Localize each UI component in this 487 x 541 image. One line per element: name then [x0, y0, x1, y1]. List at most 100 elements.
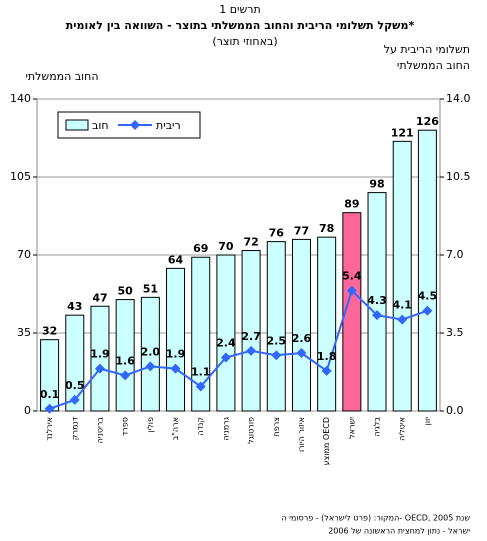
bar-value-label: 78	[319, 222, 334, 235]
y-tick-label: 105	[10, 170, 31, 183]
y2-tick-label: 0.0	[446, 404, 464, 417]
bar-value-label: 51	[143, 282, 158, 295]
line-marker	[372, 310, 383, 321]
legend-marker	[130, 120, 140, 130]
x-tick-label: בריטניה	[95, 417, 104, 444]
y2-tick-label: 10.5	[446, 170, 471, 183]
bar	[342, 212, 362, 412]
line-value-label: 4.1	[392, 299, 412, 312]
chart-subtitle: (באחוזי תוצר)	[212, 35, 277, 48]
line-marker	[145, 361, 156, 372]
line	[49, 288, 428, 410]
x-tick-label: איזור היורו	[297, 417, 306, 452]
bar	[166, 267, 186, 412]
x-tick-label: ספרד	[121, 417, 130, 436]
y-axis-label: החוב הממשלתי	[25, 70, 98, 83]
x-tick-label: בלגיה	[373, 417, 382, 437]
y-tick-label: 70	[17, 248, 31, 261]
x-tick-label: גרמניה	[221, 416, 230, 440]
line-value-label: 2.0	[141, 345, 161, 358]
y2-tick-label: 7.0	[446, 248, 464, 261]
line-value-label: 2.4	[216, 337, 236, 350]
line-marker	[321, 365, 332, 376]
line-value-label: 1.8	[317, 350, 337, 363]
line-value-label: 1.9	[90, 348, 110, 361]
bar	[140, 296, 160, 412]
line-value-label: 5.4	[342, 270, 362, 283]
source: המקור: (פרט לישראל) - פרסומי ה- OECD, שנ…	[281, 514, 470, 523]
line-marker	[44, 403, 55, 414]
bar-value-label: 64	[168, 253, 184, 266]
chart-title: משקל תשלומי הריבית והחוב הממשלתי בתוצר -…	[66, 19, 415, 32]
line-value-label: 4.3	[367, 294, 387, 307]
line-value-label: 2.5	[267, 334, 287, 347]
line-value-label: 1.9	[166, 348, 186, 361]
legend-label: ריבית	[156, 119, 181, 132]
legend-label: חוב	[92, 119, 109, 132]
y2-axis-label: החוב הממשלתי	[397, 59, 470, 72]
bar-value-label: 70	[218, 240, 234, 253]
line-value-label: 0.1	[40, 388, 60, 401]
bar	[417, 129, 437, 412]
x-tick-label: דנמרק	[70, 416, 79, 440]
line-marker	[120, 370, 131, 381]
bar	[367, 192, 387, 412]
y2-tick-label: 14.0	[446, 92, 471, 105]
bar-value-label: 121	[391, 126, 414, 139]
line-marker	[246, 345, 257, 356]
y-tick-label: 0	[24, 404, 31, 417]
line-marker	[271, 350, 282, 361]
x-tick-label: פורטוגל	[247, 417, 256, 444]
line-marker	[195, 381, 206, 392]
bar	[291, 238, 311, 412]
bar	[266, 241, 286, 412]
line-marker	[94, 363, 105, 374]
x-tick-label: פולין	[146, 417, 155, 433]
x-tick-label: ממוצע OECD	[322, 417, 331, 465]
bar	[241, 250, 261, 412]
line-value-label: 2.7	[241, 330, 261, 343]
bar-value-label: 72	[243, 236, 258, 249]
line-marker	[422, 305, 433, 316]
y-tick-label: 35	[17, 326, 31, 339]
bar-value-label: 77	[294, 224, 309, 237]
bar	[115, 299, 135, 412]
bar-value-label: 43	[67, 300, 82, 313]
bar	[216, 254, 236, 412]
x-tick-label: אירלנד	[45, 417, 54, 441]
line-marker	[397, 314, 408, 325]
line-value-label: 2.6	[292, 332, 312, 345]
x-tick-label: קנדה	[196, 417, 205, 436]
line-value-label: 1.1	[191, 365, 211, 378]
x-tick-label: ישראל	[347, 417, 356, 439]
bar-value-label: 98	[369, 178, 384, 191]
bar-value-label: 50	[118, 285, 134, 298]
bar-value-label: 76	[269, 227, 285, 240]
x-tick-label: יוון	[423, 417, 432, 426]
bar	[392, 140, 412, 412]
y-tick-label: 140	[10, 92, 31, 105]
x-tick-label: ארה"ב	[171, 417, 180, 440]
bar-value-label: 89	[344, 198, 359, 211]
line-marker	[69, 394, 80, 405]
bar-value-label: 32	[42, 325, 57, 338]
bar-value-label: 47	[92, 291, 107, 304]
bar	[317, 236, 337, 412]
line-marker	[296, 348, 307, 359]
bar-value-label: 69	[193, 242, 208, 255]
x-tick-label: איטליה	[398, 417, 407, 441]
source: ישראל - נתון למחצית הראשונה של 2006	[328, 527, 470, 536]
bar-value-label: 126	[416, 115, 439, 128]
figure-label: תרשים 1	[219, 3, 261, 16]
x-tick-label: צרפת	[272, 417, 281, 437]
line-value-label: 0.5	[65, 379, 85, 392]
bar	[90, 305, 110, 412]
legend-swatch	[65, 119, 89, 131]
bar	[65, 314, 85, 412]
bar	[191, 256, 211, 412]
y2-axis-label: תשלומי הריבית על	[384, 43, 470, 56]
line-marker	[170, 363, 181, 374]
line-marker	[220, 352, 231, 363]
line-value-label: 1.6	[115, 354, 135, 367]
